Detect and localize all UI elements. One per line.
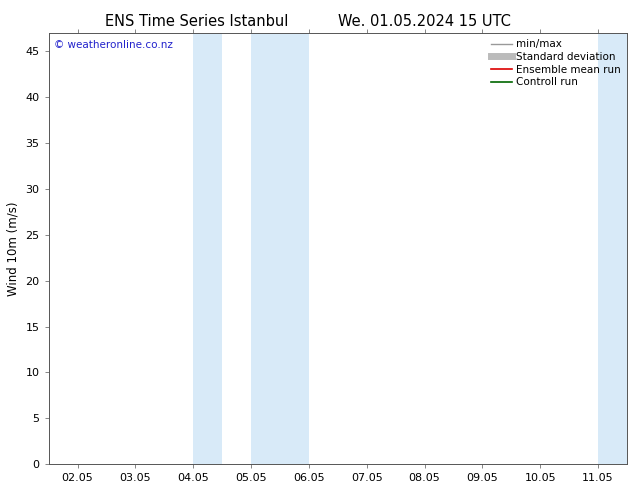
Bar — [598, 33, 627, 464]
Bar — [251, 33, 309, 464]
Text: ENS Time Series Istanbul: ENS Time Series Istanbul — [105, 14, 288, 29]
Text: © weatheronline.co.nz: © weatheronline.co.nz — [55, 40, 173, 49]
Bar — [193, 33, 222, 464]
Y-axis label: Wind 10m (m/s): Wind 10m (m/s) — [7, 201, 20, 296]
Text: We. 01.05.2024 15 UTC: We. 01.05.2024 15 UTC — [339, 14, 511, 29]
Legend: min/max, Standard deviation, Ensemble mean run, Controll run: min/max, Standard deviation, Ensemble me… — [487, 35, 625, 92]
